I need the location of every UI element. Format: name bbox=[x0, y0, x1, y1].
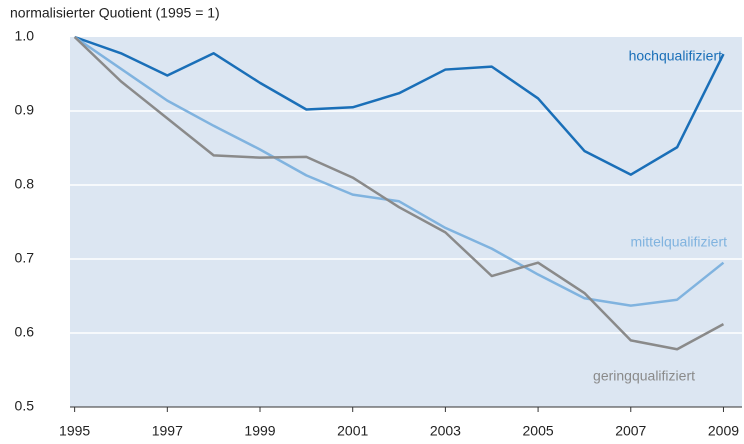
series-label: geringqualifiziert bbox=[593, 368, 695, 384]
y-tick-label: 0.5 bbox=[15, 398, 35, 414]
series-line bbox=[74, 35, 725, 176]
x-tick-label: 2001 bbox=[337, 423, 368, 439]
series-line bbox=[73, 35, 725, 307]
y-tick-label: 0.6 bbox=[15, 324, 35, 340]
x-tick-label: 1995 bbox=[59, 423, 90, 439]
series-label: mittelqualifiziert bbox=[631, 234, 728, 250]
series-label: hochqualifiziert bbox=[629, 48, 722, 64]
x-tick-label: 2007 bbox=[615, 423, 646, 439]
x-tick-label: 2003 bbox=[430, 423, 461, 439]
y-tick-label: 0.9 bbox=[15, 102, 35, 118]
x-tick-label: 2009 bbox=[708, 423, 739, 439]
x-tick-label: 1997 bbox=[152, 423, 183, 439]
y-tick-label: 0.7 bbox=[15, 250, 35, 266]
x-tick-label: 1999 bbox=[244, 423, 275, 439]
plot-background bbox=[70, 37, 742, 407]
y-axis-label: normalisierter Quotient (1995 = 1) bbox=[10, 5, 220, 21]
x-tick-label: 2005 bbox=[523, 423, 554, 439]
y-tick-label: 1.0 bbox=[15, 28, 35, 44]
series-line bbox=[73, 36, 725, 351]
y-tick-label: 0.8 bbox=[15, 176, 35, 192]
